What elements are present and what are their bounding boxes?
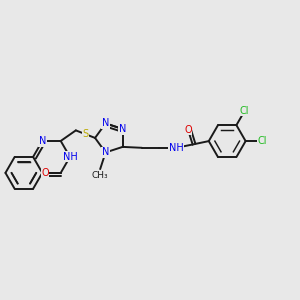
Text: N: N: [102, 147, 109, 158]
Text: S: S: [82, 129, 88, 139]
Text: CH₃: CH₃: [92, 171, 109, 180]
Text: Cl: Cl: [257, 136, 267, 146]
Text: NH: NH: [169, 143, 183, 153]
Text: O: O: [184, 125, 192, 135]
Text: Cl: Cl: [240, 106, 249, 116]
Text: NH: NH: [63, 152, 77, 162]
Text: N: N: [102, 118, 109, 128]
Text: N: N: [39, 136, 46, 146]
Text: N: N: [119, 124, 126, 134]
Text: O: O: [41, 168, 49, 178]
